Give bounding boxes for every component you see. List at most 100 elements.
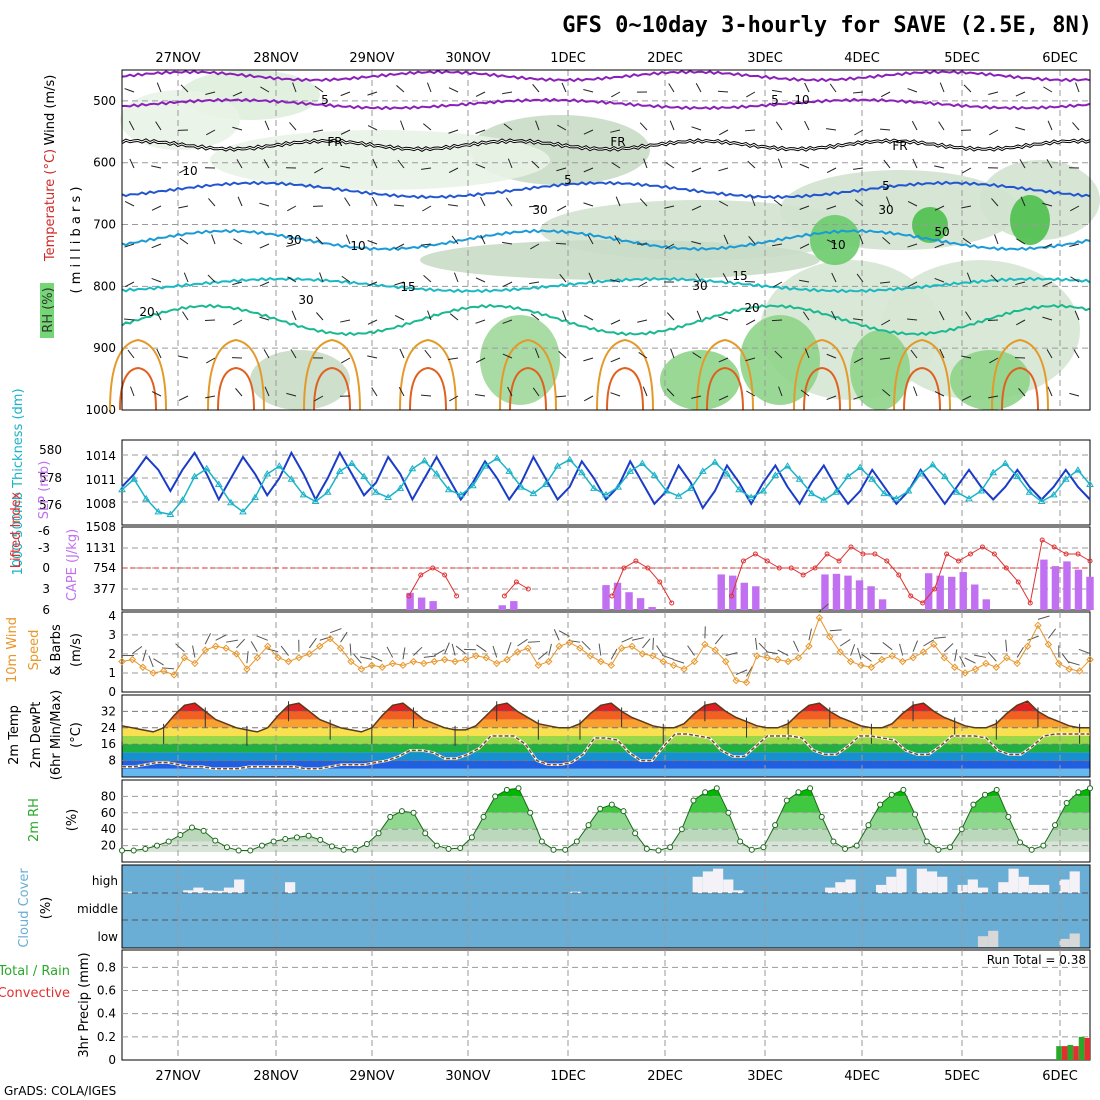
wind-speed-point [711, 646, 719, 654]
wind-barb-10m [308, 637, 317, 649]
isotherm-m5 [121, 97, 1091, 111]
cloud-bar-low [977, 936, 989, 947]
wind-barb-10m [142, 649, 147, 662]
cloud-bar-high [183, 890, 194, 893]
cape-bar [867, 586, 875, 610]
temp-tick-8: 8 [108, 754, 116, 768]
wind-barb-10m [1061, 653, 1070, 664]
wind-speed-point [649, 652, 657, 660]
wind-barb [448, 204, 459, 207]
rh-point [492, 793, 499, 800]
wind-barb [718, 316, 729, 321]
rh-point [119, 847, 125, 854]
wind-barb [718, 395, 729, 401]
thickness-point [227, 498, 235, 506]
wind-barb-10m [1067, 661, 1080, 666]
lifted-index-point [872, 551, 878, 557]
cape-tick-377: 377 [93, 582, 116, 596]
lifted-index-point [525, 586, 531, 592]
wind-barb [938, 310, 945, 321]
wind-barb [475, 357, 486, 364]
wind-barb [583, 314, 594, 321]
cloud-bar-high [845, 879, 856, 893]
thickness-point [287, 475, 296, 482]
isotherm-label: 5 [321, 93, 329, 107]
wind-barb [912, 158, 918, 169]
wind-barb [664, 205, 675, 209]
thickness-point [892, 494, 901, 502]
temp-arch-30 [119, 366, 157, 411]
wind-barb [398, 386, 405, 397]
date-top-1DEC: 1DEC [550, 51, 586, 66]
wind-barb-10m [538, 651, 548, 660]
wind-barb [886, 196, 891, 207]
wind-barb [236, 159, 243, 169]
wind-barb [744, 280, 756, 283]
wind-barb [562, 310, 567, 321]
date-top-30NOV: 30NOV [445, 51, 490, 66]
cape-bar [740, 582, 748, 610]
wind-barb [475, 163, 486, 169]
wind-barb [639, 122, 648, 131]
cape-bar [1063, 561, 1071, 610]
thickness-point [1086, 480, 1094, 487]
lifted-index-point [1039, 537, 1045, 543]
rh-point [480, 813, 487, 820]
thickness-point [1074, 466, 1082, 473]
temp-arch-30 [606, 366, 644, 411]
wind-barb [799, 205, 810, 210]
wind-barb [831, 272, 837, 283]
cape-bar [971, 584, 979, 610]
thickness-point [251, 493, 259, 501]
wind-barb [371, 196, 378, 207]
wind-speed-point [159, 667, 168, 675]
wind-barb [291, 310, 297, 321]
wind-barb [1042, 243, 1053, 249]
wind-barb [826, 128, 837, 131]
rh-point [375, 830, 382, 837]
rh-band [122, 812, 1090, 830]
wind-barb [907, 201, 918, 207]
thickness-point [154, 507, 163, 515]
precip-legend-total: Total / Rain [0, 964, 70, 979]
wind-barb-10m [434, 649, 445, 656]
wind-barb [155, 310, 162, 321]
thickness-point [783, 462, 792, 469]
rh-point [725, 809, 732, 816]
cloud-bar-high [193, 887, 204, 893]
lifted-index-point [1087, 558, 1093, 564]
cloud-bar-high [916, 868, 927, 893]
thickness-point [142, 494, 151, 502]
wind-barb [151, 277, 162, 283]
slp-tick-1508: 1508 [85, 520, 116, 534]
cloud-bar-high [1039, 884, 1050, 893]
wind-speed-point [721, 657, 730, 666]
wind-barb [178, 395, 189, 401]
wind-barb [211, 234, 216, 245]
wind-barb [990, 274, 999, 283]
wind-barb [182, 311, 189, 321]
lifted-index-point [752, 551, 758, 557]
wind-barb [480, 234, 486, 245]
wind-speed-point [971, 665, 980, 673]
rh-point [153, 842, 160, 849]
wind-barb [1047, 120, 1053, 131]
thickness-point [299, 490, 308, 498]
wind-barb [907, 318, 918, 321]
rh-point [562, 846, 569, 853]
wind-barb [232, 126, 243, 131]
pressure-tick-800: 800 [93, 279, 116, 293]
rh-point [1040, 842, 1047, 849]
thickness-point [348, 459, 356, 467]
cloud-bar-high [213, 890, 224, 893]
wind-speed-point [826, 633, 834, 641]
temp-arch-30 [803, 366, 841, 411]
wind-barb-10m [548, 643, 552, 656]
wind-speed-point [628, 642, 636, 650]
lifted-index-point [812, 565, 818, 571]
cloud-bar-high [1069, 871, 1080, 893]
wind-barb [206, 357, 216, 364]
wind-barb [665, 243, 675, 250]
cape-bar [855, 580, 864, 610]
wind-barb [424, 349, 432, 359]
